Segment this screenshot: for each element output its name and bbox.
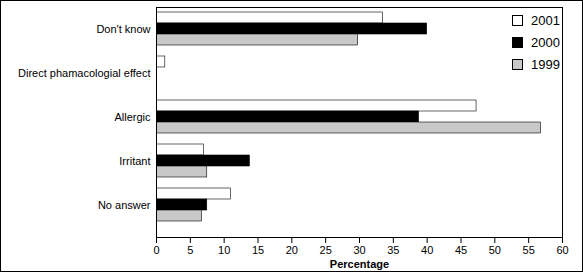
svg-text:Percentage: Percentage — [330, 258, 389, 270]
svg-text:Irritant: Irritant — [119, 155, 150, 167]
svg-text:5: 5 — [187, 244, 193, 256]
svg-text:45: 45 — [455, 244, 467, 256]
svg-text:60: 60 — [556, 244, 568, 256]
svg-text:Allergic: Allergic — [114, 111, 151, 123]
svg-text:20: 20 — [286, 244, 298, 256]
html-text:1999: 1999 — [531, 56, 560, 72]
svg-text:Don't know: Don't know — [96, 23, 150, 35]
svg-text:30: 30 — [353, 244, 365, 256]
svg-text:40: 40 — [421, 244, 433, 256]
html-text:2001: 2001 — [531, 12, 560, 28]
svg-text:55: 55 — [523, 244, 535, 256]
svg-text:Direct phamacologial effect: Direct phamacologial effect — [18, 67, 150, 79]
svg-text:No answer: No answer — [98, 199, 151, 211]
svg-text:50: 50 — [489, 244, 501, 256]
svg-text:35: 35 — [387, 244, 399, 256]
svg-text:10: 10 — [218, 244, 230, 256]
svg-text:25: 25 — [320, 244, 332, 256]
html-text:2000: 2000 — [531, 34, 560, 50]
svg-text:15: 15 — [252, 244, 264, 256]
svg-text:0: 0 — [153, 244, 159, 256]
